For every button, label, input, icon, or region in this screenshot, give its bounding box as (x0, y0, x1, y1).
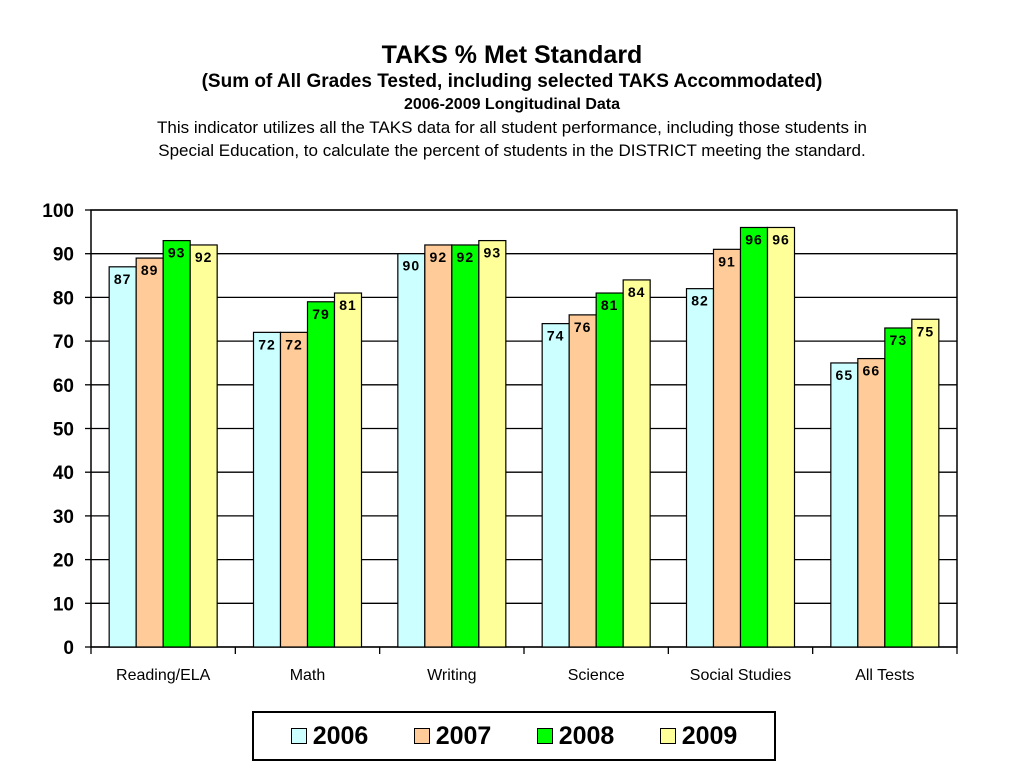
legend-swatch (659, 728, 676, 744)
data-label: 84 (628, 284, 646, 300)
data-label: 96 (772, 231, 790, 247)
chart-title: TAKS % Met Standard (381, 41, 643, 69)
bar-2007 (857, 357, 886, 648)
bar-2008 (739, 226, 769, 648)
data-label: 91 (718, 253, 736, 269)
legend-item-2007: 2007 (413, 721, 492, 751)
bar-2008 (451, 244, 480, 648)
bar-2008 (306, 301, 336, 648)
data-label: 89 (141, 262, 159, 278)
chart-title-block: TAKS % Met Standard (Sum of All Grades T… (0, 40, 1024, 162)
y-tick-label: 0 (63, 638, 74, 659)
legend-item-2008: 2008 (536, 721, 615, 751)
data-label: 76 (574, 319, 592, 335)
x-tick-label: All Tests (855, 667, 914, 684)
bar-2006 (252, 331, 282, 648)
bar-2009 (911, 318, 940, 648)
legend-label: 2007 (435, 721, 492, 750)
y-tick-label: 80 (53, 288, 74, 309)
legend-swatch (536, 728, 553, 744)
chart-period: 2006-2009 Longitudinal Data (403, 96, 621, 113)
bar-2006 (830, 362, 859, 648)
data-label: 81 (601, 297, 619, 313)
bar-2007 (424, 244, 453, 648)
legend-swatch (290, 728, 307, 744)
bar-2006 (541, 323, 570, 648)
y-tick-label: 30 (53, 507, 74, 528)
legend-item-2009: 2009 (659, 721, 738, 751)
y-tick-label: 90 (53, 245, 74, 266)
legend-label: 2009 (681, 721, 738, 750)
bar-2009 (478, 239, 507, 648)
bar-2009 (333, 292, 363, 648)
bar-2006 (108, 266, 137, 648)
y-tick-label: 20 (53, 551, 74, 572)
y-tick-label: 70 (53, 332, 74, 353)
data-label: 90 (403, 258, 421, 274)
x-tick-label: Social Studies (690, 667, 791, 684)
x-tick-label: Writing (427, 667, 477, 684)
data-label: 66 (863, 363, 881, 379)
bar-2006 (397, 253, 426, 648)
x-tick-label: Reading/ELA (116, 667, 211, 684)
data-label: 93 (168, 245, 186, 261)
data-label: 73 (890, 332, 908, 348)
data-label: 82 (691, 293, 709, 309)
bar-2007 (712, 248, 742, 648)
y-tick-label: 10 (53, 594, 74, 615)
data-label: 92 (195, 249, 213, 265)
bar-2009 (622, 279, 651, 648)
bar-2007 (568, 314, 597, 648)
legend-label: 2008 (558, 721, 615, 750)
y-tick-label: 40 (53, 463, 74, 484)
y-tick-label: 100 (42, 201, 74, 222)
bar-2008 (884, 327, 913, 648)
x-tick-label: Science (568, 667, 625, 684)
bar-2008 (595, 292, 624, 648)
bar-2007 (279, 331, 309, 648)
chart-description-line1: This indicator utilizes all the TAKS dat… (157, 118, 867, 137)
data-label: 96 (745, 231, 763, 247)
bar-2006 (685, 288, 715, 648)
chart-legend: 2006 2007 2008 2009 (252, 711, 776, 761)
data-label: 65 (836, 367, 854, 383)
data-label: 87 (114, 271, 132, 287)
chart-subtitle: (Sum of All Grades Tested, including sel… (201, 71, 823, 92)
data-label: 74 (547, 328, 565, 344)
bar-chart: 0 10 20 30 40 50 60 70 80 90 100 87 89 93 92 Reading/EL… (42, 201, 958, 684)
data-label: 93 (484, 245, 502, 261)
data-label: 75 (917, 323, 935, 339)
bar-2009 (189, 244, 218, 648)
legend-swatch (413, 728, 430, 744)
data-label: 92 (457, 249, 475, 265)
legend-item-2006: 2006 (290, 721, 369, 751)
y-tick-label: 50 (53, 420, 74, 441)
chart-description-line2: Special Education, to calculate the perc… (158, 141, 866, 160)
bar-2008 (162, 239, 191, 648)
data-label: 72 (258, 336, 276, 352)
bar-2007 (135, 257, 164, 648)
legend-label: 2006 (312, 721, 369, 750)
bar-2009 (766, 226, 796, 648)
data-label: 79 (312, 306, 330, 322)
x-tick-label: Math (290, 667, 326, 684)
y-tick-label: 60 (53, 376, 74, 397)
data-label: 72 (285, 336, 303, 352)
data-label: 81 (339, 297, 357, 313)
data-label: 92 (430, 249, 448, 265)
